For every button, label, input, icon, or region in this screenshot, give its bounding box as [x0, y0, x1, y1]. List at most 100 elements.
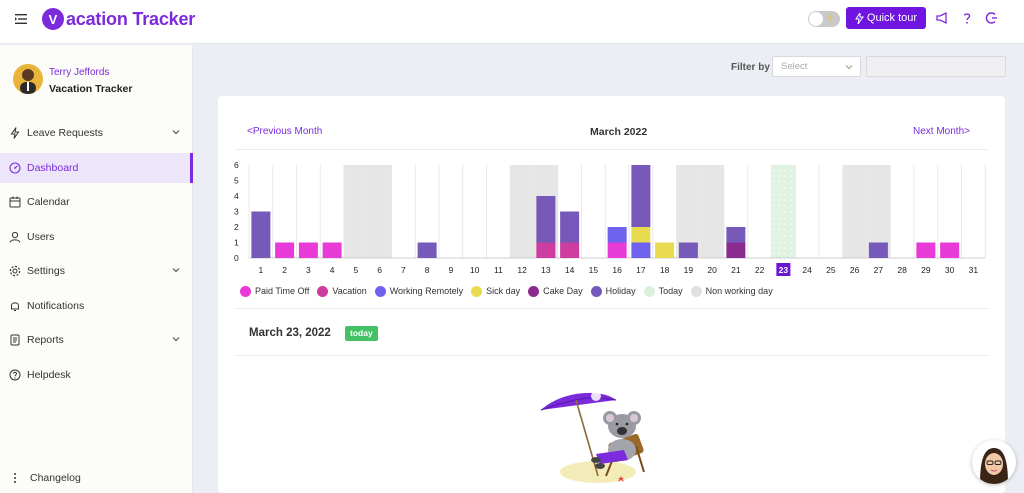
support-chat-avatar[interactable]	[972, 440, 1016, 484]
legend-swatch	[317, 285, 329, 297]
today-tick-highlight	[776, 263, 791, 276]
changelog-link[interactable]: Changelog	[0, 463, 193, 493]
legend-swatch	[528, 285, 540, 297]
bar-segment	[560, 211, 580, 243]
sidebar-item-dashboard[interactable]: Dashboard	[0, 153, 193, 183]
filter-input[interactable]	[866, 56, 1006, 77]
question-icon[interactable]	[959, 10, 975, 26]
x-tick-label: 25	[826, 265, 836, 275]
x-tick-label: 12	[517, 265, 527, 275]
menu-toggle-icon[interactable]	[13, 11, 29, 27]
divider	[235, 149, 988, 150]
x-tick-label: 19	[684, 265, 694, 275]
sidebar-item-settings[interactable]: Settings	[0, 256, 193, 286]
x-tick-label: 1	[259, 265, 264, 275]
user-avatar[interactable]	[13, 64, 43, 94]
x-tick-label: 2	[282, 265, 287, 275]
logout-icon[interactable]	[984, 10, 1000, 26]
legend-swatch	[471, 285, 483, 297]
non-working-day-band	[344, 165, 368, 258]
bar-segment	[631, 242, 651, 258]
selected-date-title: March 23, 2022	[249, 327, 331, 339]
bar-segment	[631, 227, 651, 243]
bar-segment	[607, 242, 627, 258]
x-tick-label: 9	[449, 265, 454, 275]
bar-segment	[275, 242, 295, 258]
sidebar-item-users[interactable]: Users	[0, 222, 193, 252]
bar-segment	[536, 196, 556, 243]
user-name[interactable]: Terry Jeffords	[49, 67, 110, 78]
bar-segment	[251, 211, 271, 258]
quick-tour-label: Quick tour	[866, 12, 918, 24]
x-tick-label: 23	[779, 265, 789, 275]
sidebar-item-reports[interactable]: Reports	[0, 325, 193, 355]
sidebar: Terry Jeffords Vacation Tracker Leave Re…	[0, 45, 193, 493]
x-tick-label: 26	[850, 265, 860, 275]
y-tick-label: 1	[234, 238, 239, 248]
chevron-left-icon: <	[247, 126, 253, 137]
y-tick-label: 4	[234, 191, 239, 201]
quick-tour-button[interactable]: Quick tour	[846, 7, 926, 29]
sidebar-item-leave-requests[interactable]: Leave Requests	[0, 118, 193, 148]
app-logo[interactable]: V acation Tracker	[42, 8, 195, 30]
x-tick-label: 16	[612, 265, 622, 275]
x-tick-label: 21	[731, 265, 741, 275]
bar-segment	[916, 242, 936, 258]
previous-month-label: Previous Month	[252, 126, 323, 137]
x-tick-label: 28	[897, 265, 907, 275]
lightning-icon	[9, 127, 21, 139]
legend-swatch	[690, 285, 702, 297]
non-working-day-band	[866, 165, 891, 258]
chevron-down-icon	[845, 65, 853, 70]
sidebar-item-label: Helpdesk	[27, 369, 71, 381]
top-bar: V acation Tracker ☾ Quick tour	[0, 0, 1024, 44]
megaphone-icon[interactable]	[934, 10, 950, 26]
non-working-day-band	[367, 165, 392, 258]
bar-segment	[678, 242, 698, 258]
next-month-label: Next Month	[913, 126, 965, 137]
x-tick-label: 17	[636, 265, 646, 275]
legend-item: Non working day	[690, 285, 773, 297]
x-tick-label: 30	[945, 265, 955, 275]
non-working-day-band	[700, 165, 724, 258]
sidebar-item-label: Settings	[27, 265, 65, 277]
calendar-icon	[9, 196, 21, 208]
moon-icon: ☾	[827, 13, 836, 23]
bar-segment	[631, 165, 651, 227]
x-tick-label: 10	[470, 265, 480, 275]
legend-label: Non working day	[705, 286, 773, 296]
legend-swatch	[643, 285, 655, 297]
previous-month-button[interactable]: <Previous Month	[247, 126, 322, 137]
legend-item: Holiday	[590, 285, 636, 297]
sidebar-item-label: Reports	[27, 334, 64, 346]
sidebar-item-notifications[interactable]: Notifications	[0, 291, 193, 321]
x-tick-label: 5	[354, 265, 359, 275]
legend-item: Working Remotely	[374, 285, 463, 297]
dark-mode-toggle[interactable]: ☾	[808, 11, 840, 27]
y-tick-label: 2	[234, 222, 239, 232]
x-tick-label: 31	[969, 265, 979, 275]
bar-segment	[726, 227, 746, 243]
x-tick-label: 6	[377, 265, 382, 275]
legend-label: Vacation	[332, 286, 367, 296]
chevron-down-icon	[172, 337, 180, 342]
sidebar-item-label: Users	[27, 231, 55, 243]
sidebar-item-helpdesk[interactable]: Helpdesk	[0, 360, 193, 390]
dashboard-icon	[9, 162, 21, 174]
y-tick-label: 5	[234, 176, 239, 186]
bell-icon	[9, 300, 21, 312]
toggle-knob	[809, 12, 823, 26]
non-working-day-band	[842, 165, 867, 258]
filter-select-placeholder: Select	[781, 61, 808, 72]
x-tick-label: 11	[494, 265, 503, 275]
next-month-button[interactable]: Next Month>	[913, 126, 970, 137]
chevron-down-icon	[172, 268, 180, 273]
x-tick-label: 7	[401, 265, 406, 275]
filter-select[interactable]: Select	[772, 56, 861, 77]
koala-beach-illustration	[540, 391, 645, 483]
sidebar-item-calendar[interactable]: Calendar	[0, 187, 193, 217]
x-tick-label: 8	[425, 265, 430, 275]
legend-swatch	[590, 285, 602, 297]
bar-segment	[417, 242, 437, 258]
